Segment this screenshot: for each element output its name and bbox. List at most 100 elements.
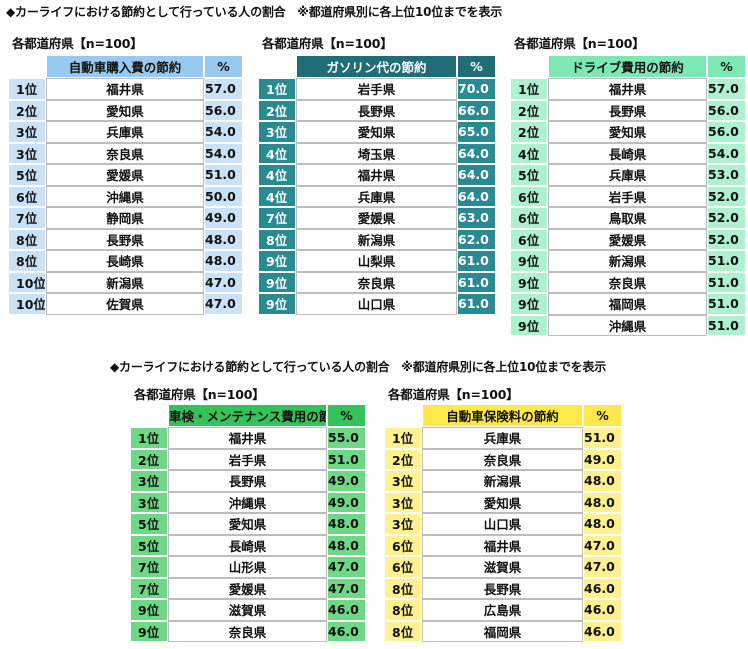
value-cell: 51.0 — [707, 314, 746, 336]
value-cell: 49.0 — [583, 448, 622, 470]
prefecture-cell: 奈良県 — [46, 142, 204, 164]
prefecture-cell: 沖縄県 — [548, 314, 707, 336]
value-cell: 46.0 — [583, 620, 622, 642]
prefecture-cell: 新潟県 — [422, 470, 583, 492]
table-row: 6位 岩手県 52.0 — [510, 185, 746, 207]
table-row: 2位 愛知県 56.0 — [510, 121, 746, 143]
prefecture-cell: 長野県 — [296, 99, 457, 121]
header-category: ドライブ費用の節約 — [548, 55, 707, 78]
prefecture-cell: 山梨県 — [296, 250, 457, 272]
header-blank — [258, 55, 296, 78]
title-bottom: ◆カーライフにおける節約として行っている人の割合 ※都道府県別に各上位10位まで… — [110, 360, 607, 374]
rank-cell: 2位 — [510, 99, 548, 121]
rank-cell: 5位 — [130, 534, 168, 556]
rank-cell: 3位 — [384, 491, 422, 513]
rank-cell: 8位 — [384, 599, 422, 621]
rank-cell: 7位 — [130, 556, 168, 578]
value-cell: 51.0 — [204, 164, 243, 186]
prefecture-cell: 奈良県 — [548, 271, 707, 293]
table-row: 3位 新潟県 48.0 — [384, 470, 622, 492]
table-row: 4位 埼玉県 64.0 — [258, 142, 496, 164]
value-cell: 48.0 — [327, 534, 366, 556]
prefecture-cell: 沖縄県 — [46, 185, 204, 207]
table-row: 6位 鳥取県 52.0 — [510, 207, 746, 229]
table-row: 8位 長崎県 48.0 — [8, 250, 243, 272]
table-row: 6位 滋賀県 47.0 — [384, 556, 622, 578]
rank-cell: 9位 — [258, 293, 296, 315]
rank-cell: 4位 — [258, 185, 296, 207]
table-row: 9位 滋賀県 46.0 — [130, 599, 366, 621]
table-row: 4位 兵庫県 64.0 — [258, 185, 496, 207]
rank-cell: 2位 — [258, 99, 296, 121]
prefecture-cell: 広島県 — [422, 599, 583, 621]
header-category: 車検・メンテナンス費用の節約 — [168, 404, 327, 427]
table-gasoline: ガソリン代の節約 % 1位 岩手県 70.0 2位 長野県 66.0 3位 愛知県 65.0 4位… — [258, 55, 496, 315]
prefecture-cell: 長崎県 — [46, 250, 204, 272]
value-cell: 48.0 — [204, 228, 243, 250]
rank-cell: 5位 — [8, 164, 46, 186]
value-cell: 64.0 — [457, 164, 496, 186]
table-insurance: 自動車保険料の節約 % 1位 兵庫県 51.0 2位 奈良県 49.0 3位 新潟県 48.0 3… — [384, 404, 622, 642]
header-percent: % — [204, 55, 243, 78]
prefecture-cell: 福岡県 — [422, 620, 583, 642]
table-row: 6位 沖縄県 50.0 — [8, 185, 243, 207]
prefecture-cell: 岩手県 — [168, 448, 327, 470]
rank-cell: 3位 — [8, 121, 46, 143]
value-cell: 48.0 — [204, 250, 243, 272]
rank-cell: 7位 — [258, 207, 296, 229]
prefecture-cell: 長崎県 — [548, 142, 707, 164]
table-row: 9位 福岡県 51.0 — [510, 293, 746, 315]
table-row: 8位 長野県 46.0 — [384, 577, 622, 599]
prefecture-cell: 鳥取県 — [548, 207, 707, 229]
value-cell: 47.0 — [583, 534, 622, 556]
rank-cell: 4位 — [258, 164, 296, 186]
value-cell: 49.0 — [327, 491, 366, 513]
table-row: 3位 愛知県 48.0 — [384, 491, 622, 513]
prefecture-cell: 兵庫県 — [548, 164, 707, 186]
rank-cell: 6位 — [510, 185, 548, 207]
rank-cell: 9位 — [130, 620, 168, 642]
prefecture-cell: 滋賀県 — [422, 556, 583, 578]
table-row: 3位 奈良県 54.0 — [8, 142, 243, 164]
value-cell: 47.0 — [204, 271, 243, 293]
value-cell: 52.0 — [707, 185, 746, 207]
header-category: ガソリン代の節約 — [296, 55, 457, 78]
rank-cell: 9位 — [258, 271, 296, 293]
value-cell: 46.0 — [327, 620, 366, 642]
value-cell: 61.0 — [457, 293, 496, 315]
table-row: 6位 愛媛県 52.0 — [510, 228, 746, 250]
table-row: 2位 愛知県 56.0 — [8, 99, 243, 121]
table-row: 7位 静岡県 49.0 — [8, 207, 243, 229]
value-cell: 57.0 — [204, 78, 243, 100]
header-percent: % — [583, 404, 622, 427]
prefecture-cell: 沖縄県 — [168, 491, 327, 513]
prefecture-cell: 福岡県 — [548, 293, 707, 315]
value-cell: 52.0 — [707, 228, 746, 250]
rank-cell: 9位 — [130, 599, 168, 621]
prefecture-cell: 福井県 — [46, 78, 204, 100]
title-top: ◆カーライフにおける節約として行っている人の割合 ※都道府県別に各上位10位まで… — [6, 5, 503, 19]
prefecture-cell: 山口県 — [422, 513, 583, 535]
table-row: 3位 長野県 49.0 — [130, 470, 366, 492]
prefecture-cell: 岩手県 — [296, 78, 457, 100]
value-cell: 56.0 — [707, 121, 746, 143]
header-percent: % — [457, 55, 496, 78]
table-row: 5位 長崎県 48.0 — [130, 534, 366, 556]
rank-cell: 9位 — [510, 314, 548, 336]
table-row: 5位 愛媛県 51.0 — [8, 164, 243, 186]
value-cell: 62.0 — [457, 228, 496, 250]
value-cell: 65.0 — [457, 121, 496, 143]
value-cell: 66.0 — [457, 99, 496, 121]
table-row: 9位 山梨県 61.0 — [258, 250, 496, 272]
value-cell: 51.0 — [707, 293, 746, 315]
rank-cell: 8位 — [384, 577, 422, 599]
table-row: 5位 兵庫県 53.0 — [510, 164, 746, 186]
value-cell: 46.0 — [583, 599, 622, 621]
prefecture-cell: 愛知県 — [168, 513, 327, 535]
table-row: 10位 佐賀県 47.0 — [8, 293, 243, 315]
rank-cell: 9位 — [258, 250, 296, 272]
rank-cell: 3位 — [130, 470, 168, 492]
subtitle-insurance: 各都道府県【n=100】 — [388, 387, 519, 402]
value-cell: 55.0 — [327, 427, 366, 449]
header-category: 自動車購入費の節約 — [46, 55, 204, 78]
